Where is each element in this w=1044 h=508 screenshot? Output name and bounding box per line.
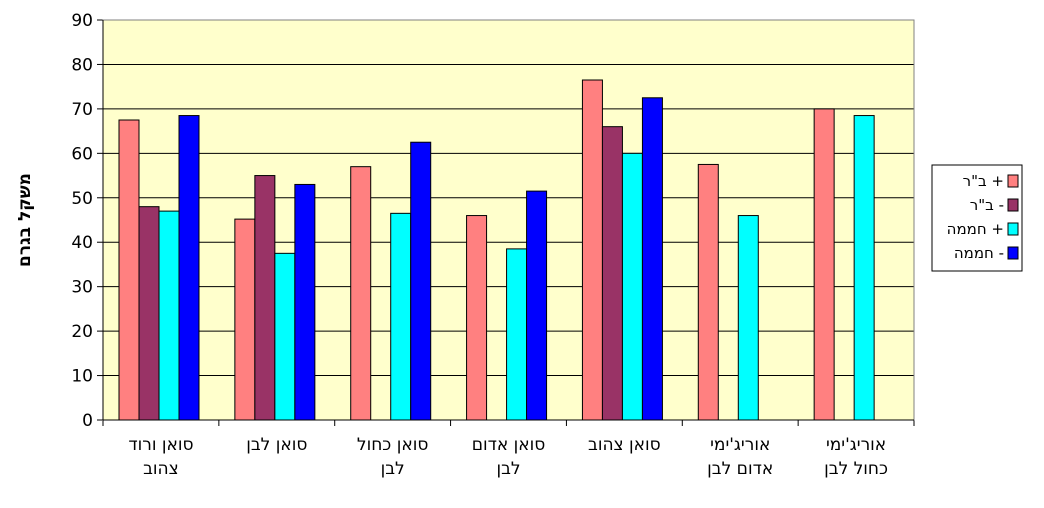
legend: ב"ר + ב"ר - חממה + חממה - [931, 164, 1023, 272]
bar [118, 119, 140, 421]
category-label-line: סואן אדום [472, 435, 546, 455]
legend-label: ב"ר + [963, 172, 1004, 190]
legend-swatch [1007, 246, 1019, 260]
bar [350, 166, 372, 421]
bar [274, 252, 296, 421]
category-label: סואן צהוב [588, 435, 661, 455]
y-tick-label: 20 [71, 322, 93, 342]
legend-label: חממה - [954, 244, 1004, 262]
legend-label: ב"ר - [970, 196, 1004, 214]
category-label-line: צהוב [143, 459, 179, 479]
plot-area: 0 10 20 30 40 50 60 70 80 90 סואן ורוד צהוב סואן לבן… [71, 11, 915, 479]
bar [853, 115, 875, 421]
category-label-line: אוריג'ימי [826, 435, 886, 455]
y-tick-label: 40 [71, 233, 93, 253]
category-label-line: לבן [381, 459, 405, 479]
category-label: סואן ורוד צהוב [128, 435, 193, 479]
category-label-line: סואן צהוב [588, 435, 661, 455]
bar [601, 126, 623, 421]
legend-swatch [1007, 222, 1019, 236]
y-tick-label: 90 [71, 11, 93, 31]
category-label-line: סואן כחול [357, 435, 428, 455]
legend-swatch [1007, 198, 1019, 212]
y-tick-label: 70 [71, 100, 93, 120]
y-tick-label: 60 [71, 144, 93, 164]
bar [581, 79, 603, 421]
bar [466, 215, 488, 421]
bar [813, 108, 835, 421]
bar [410, 141, 432, 421]
bar [158, 210, 180, 421]
y-tick-label: 50 [71, 189, 93, 209]
legend-label: חממה + [947, 220, 1004, 238]
bar [526, 190, 548, 421]
bar [737, 215, 759, 421]
bar [506, 248, 528, 421]
y-tick-label: 30 [71, 278, 93, 298]
y-tick-label: 80 [71, 55, 93, 75]
legend-swatch [1007, 174, 1019, 188]
category-label-line: כחול לבן [824, 459, 888, 479]
category-label-line: אדום לבן [707, 459, 773, 479]
category-label: אוריג'ימי אדום לבן [707, 435, 773, 479]
category-label: סואן אדום לבן [472, 435, 546, 479]
category-label-line: אוריג'ימי [710, 435, 770, 455]
bar [641, 97, 663, 421]
bar [294, 183, 316, 421]
bar [254, 175, 276, 421]
y-tick-label: 0 [82, 411, 93, 431]
legend-box [931, 164, 1023, 272]
y-tick-label: 10 [71, 367, 93, 387]
bar [138, 206, 160, 421]
bar [234, 218, 256, 421]
bar [697, 163, 719, 421]
category-label-line: סואן ורוד [128, 435, 193, 455]
bar [390, 212, 412, 421]
category-label-line: סואן לבן [246, 435, 307, 455]
bar [621, 152, 643, 421]
category-label: אוריג'ימי כחול לבן [824, 435, 888, 479]
category-label: סואן כחול לבן [357, 435, 428, 479]
bar [178, 115, 200, 421]
category-label: סואן לבן [246, 435, 307, 455]
y-axis-label: משקל בגרם [15, 173, 35, 267]
category-label-line: לבן [496, 459, 520, 479]
